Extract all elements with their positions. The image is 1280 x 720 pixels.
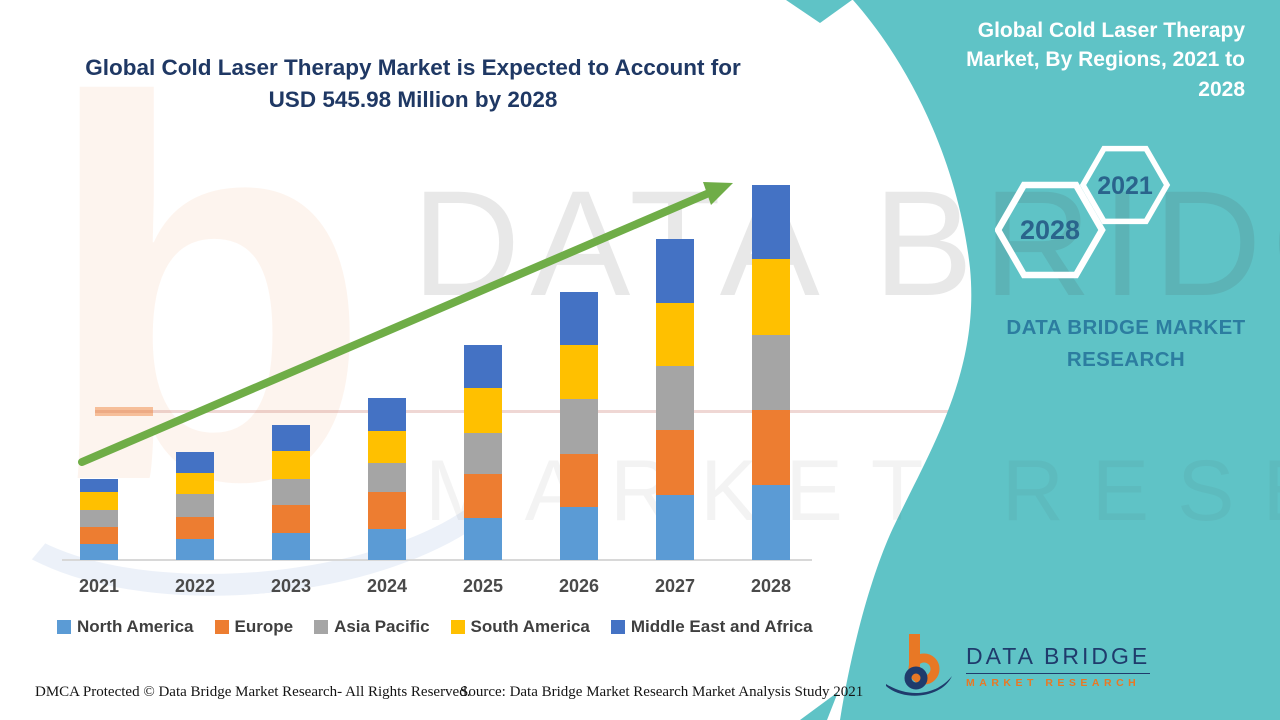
bar-segment-2027-north-america xyxy=(656,495,694,560)
bar-segment-2022-middle-east-and-africa xyxy=(176,451,214,473)
trend-arrow-shaft xyxy=(78,189,713,466)
legend-label: North America xyxy=(77,617,194,636)
bar-segment-2028-asia-pacific xyxy=(752,334,790,410)
x-axis-label-2022: 2022 xyxy=(174,576,216,596)
legend-swatch xyxy=(610,620,625,634)
x-axis-label-2025: 2025 xyxy=(462,576,504,596)
legend-swatch xyxy=(450,620,465,634)
dmca-copyright-text: DMCA Protected © Data Bridge Market Rese… xyxy=(35,684,471,700)
bar-segment-2025-middle-east-and-africa xyxy=(464,344,502,388)
bar-segment-2021-north-america xyxy=(80,543,118,560)
bar-segment-2025-north-america xyxy=(464,517,502,560)
bar-segment-2021-south-america xyxy=(80,491,118,510)
legend-item-europe: Europe xyxy=(214,617,294,637)
chart-title: Global Cold Laser Therapy Market is Expe… xyxy=(85,55,741,112)
logo-name: DATA BRIDGE xyxy=(966,643,1151,674)
bar-segment-2025-europe xyxy=(464,473,502,518)
bar-segment-2027-middle-east-and-africa xyxy=(656,239,694,304)
bar-segment-2028-middle-east-and-africa xyxy=(752,185,790,259)
bar-segment-2026-north-america xyxy=(560,506,598,560)
x-axis-label-2026: 2026 xyxy=(558,576,600,596)
brand-watermark-subtext: MARKET RESEARCH xyxy=(425,443,1280,539)
teal-top-wedge xyxy=(786,0,852,23)
bar-segment-2028-south-america xyxy=(752,258,790,335)
bar-segment-2023-asia-pacific xyxy=(272,478,310,505)
bar-segment-2022-asia-pacific xyxy=(176,493,214,517)
bar-segment-2024-asia-pacific xyxy=(368,463,406,492)
x-axis-label-2021: 2021 xyxy=(78,576,120,596)
bar-segment-2024-europe xyxy=(368,492,406,530)
hexagon-start-year: 2021 xyxy=(1097,172,1153,200)
bar-segment-2023-north-america xyxy=(272,533,310,560)
logo-subname: MARKET RESEARCH xyxy=(966,677,1141,689)
bar-segment-2026-south-america xyxy=(560,344,598,399)
bar-segment-2022-south-america xyxy=(176,472,214,494)
legend-swatch xyxy=(314,620,329,634)
bar-segment-2021-europe xyxy=(80,526,118,544)
bar-segment-2027-asia-pacific xyxy=(656,366,694,431)
bar-segment-2023-south-america xyxy=(272,450,310,479)
bar-segment-2026-asia-pacific xyxy=(560,398,598,454)
watermark-red-line xyxy=(95,410,963,413)
bar-segment-2022-north-america xyxy=(176,538,214,560)
watermark-blue-swoosh xyxy=(0,305,545,619)
bar-segment-2023-europe xyxy=(272,504,310,533)
source-text: Source: Data Bridge Market Research Mark… xyxy=(460,684,864,700)
legend-swatch xyxy=(214,620,229,634)
company-logo: DATA BRIDGE MARKET RESEARCH xyxy=(882,634,1151,698)
legend-item-south-america: South America xyxy=(450,617,590,637)
watermark-orange-accent xyxy=(95,407,153,416)
x-axis-label-2024: 2024 xyxy=(366,576,408,596)
bar-segment-2024-north-america xyxy=(368,529,406,560)
x-axis-label-2027: 2027 xyxy=(654,576,696,596)
legend-swatch xyxy=(57,620,71,634)
bar-segment-2023-middle-east-and-africa xyxy=(272,424,310,451)
legend-label: Asia Pacific xyxy=(334,617,430,636)
logo-text-block: DATA BRIDGE MARKET RESEARCH xyxy=(966,643,1151,689)
bar-segment-2024-middle-east-and-africa xyxy=(368,397,406,431)
brand-name-text: DATA BRIDGE MARKET RESEARCH xyxy=(1006,316,1246,371)
x-axis-line xyxy=(62,559,812,561)
bar-segment-2022-europe xyxy=(176,517,214,539)
legend-label: South America xyxy=(470,617,590,636)
legend-item-north-america: North America xyxy=(57,617,194,637)
bar-segment-2025-asia-pacific xyxy=(464,432,502,474)
legend-label: Middle East and Africa xyxy=(630,617,813,636)
year-hexagons: 2028 2021 xyxy=(995,145,1171,279)
bar-segment-2028-europe xyxy=(752,409,790,485)
bar-segment-2027-europe xyxy=(656,430,694,496)
chart-legend: North America Europe Asia Pacific South Ame… xyxy=(57,617,813,637)
x-axis-label-2028: 2028 xyxy=(750,576,792,596)
bar-segment-2021-asia-pacific xyxy=(80,509,118,527)
bar-segment-2026-europe xyxy=(560,453,598,507)
bar-segment-2028-north-america xyxy=(752,484,790,560)
bar-segment-2026-middle-east-and-africa xyxy=(560,291,598,345)
legend-item-middle-east-and-africa: Middle East and Africa xyxy=(610,617,813,637)
bar-segment-2024-south-america xyxy=(368,431,406,463)
legend-item-asia-pacific: Asia Pacific xyxy=(314,617,430,637)
sidebar-title: Global Cold Laser Therapy Market, By Reg… xyxy=(966,19,1245,101)
hexagon-end-year: 2028 xyxy=(1020,215,1080,245)
bar-segment-2021-middle-east-and-africa xyxy=(80,478,118,492)
bar-segment-2027-south-america xyxy=(656,303,694,367)
trend-arrow-head xyxy=(703,182,733,205)
legend-label: Europe xyxy=(234,617,294,636)
logo-b-icon xyxy=(886,634,952,696)
x-axis-label-2023: 2023 xyxy=(270,576,312,596)
